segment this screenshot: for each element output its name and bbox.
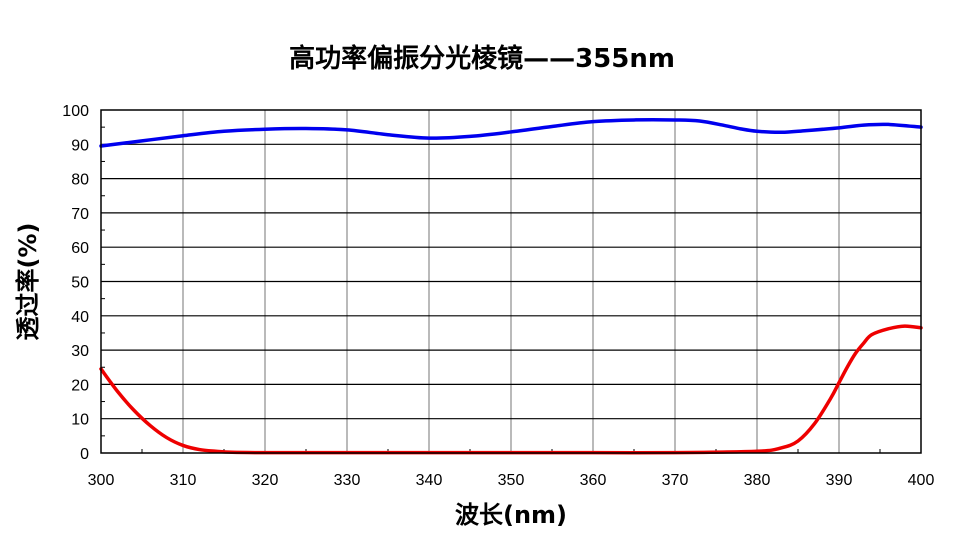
tick-labels: 300 310 320 330 340 350 360 370 380 390 400 0 10 20 30…	[62, 103, 934, 489]
y-tick-label: 20	[71, 377, 89, 394]
y-tick-label: 0	[80, 446, 89, 463]
y-tick-label: 90	[71, 137, 89, 154]
x-axis-title: 波长(nm)	[455, 501, 567, 529]
y-tick-label: 50	[71, 275, 89, 292]
y-tick-label: 80	[71, 172, 89, 189]
series-line-1	[99, 118, 923, 148]
chart-title: 高功率偏振分光棱镜——355nm	[289, 44, 675, 74]
y-tick-label: 40	[71, 309, 89, 326]
x-tick-label: 380	[744, 472, 771, 489]
y-tick-label: 60	[71, 240, 89, 257]
x-tick-label: 350	[498, 472, 525, 489]
x-tick-label: 360	[580, 472, 607, 489]
y-tick-label: 30	[71, 343, 89, 360]
y-tick-label: 100	[62, 103, 89, 120]
x-tick-label: 300	[88, 472, 115, 489]
y-axis-title: 透过率(%)	[14, 223, 42, 341]
tick-marks	[101, 126, 881, 453]
x-tick-label: 400	[908, 472, 935, 489]
x-tick-label: 370	[662, 472, 689, 489]
plot-frame	[100, 109, 922, 454]
x-tick-label: 390	[826, 472, 853, 489]
x-tick-label: 320	[252, 472, 279, 489]
y-tick-label: 10	[71, 412, 89, 429]
grid	[101, 110, 921, 453]
x-tick-label: 330	[334, 472, 361, 489]
x-tick-label: 310	[170, 472, 197, 489]
y-tick-label: 70	[71, 206, 89, 223]
x-tick-label: 340	[416, 472, 443, 489]
